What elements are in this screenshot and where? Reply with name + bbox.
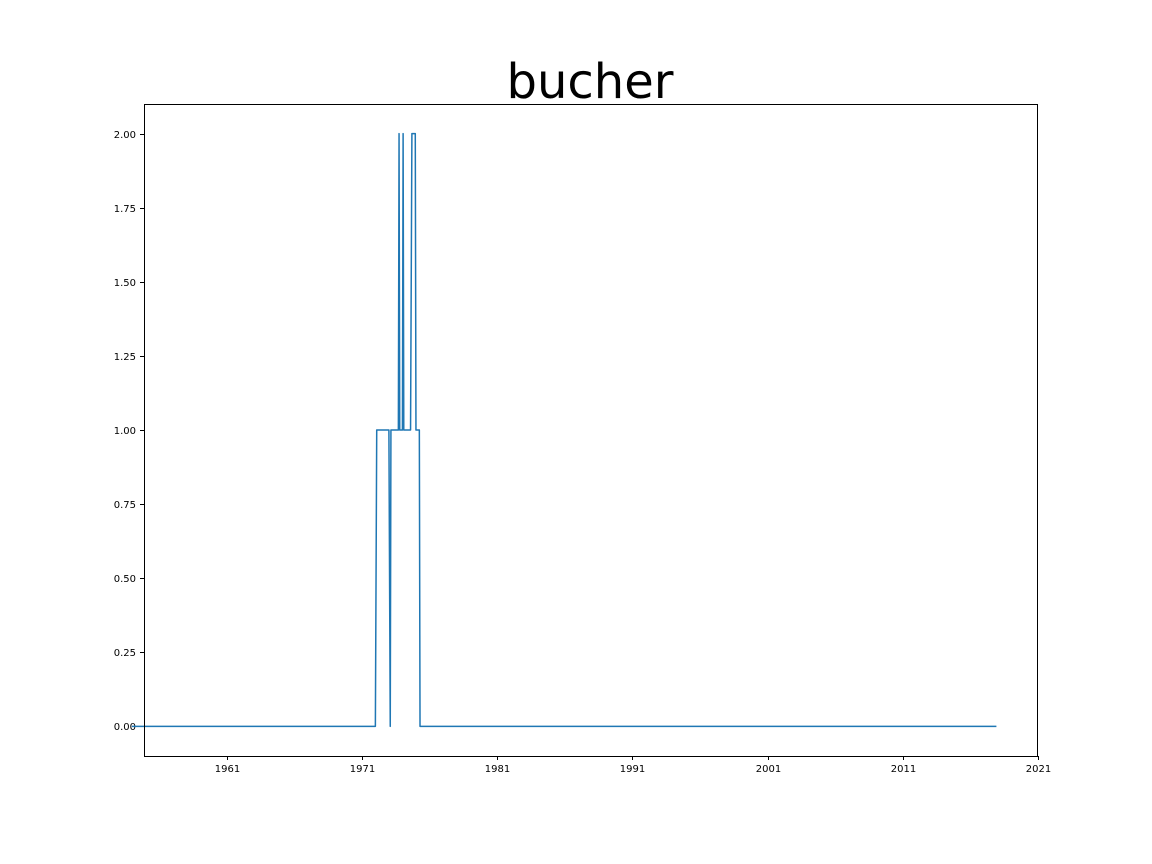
plot-frame bbox=[144, 104, 1038, 757]
y-tick-label: 0.25 bbox=[114, 648, 136, 659]
y-tick-label: 1.00 bbox=[114, 426, 136, 437]
y-tick-label: 2.00 bbox=[114, 130, 136, 141]
series-line bbox=[131, 132, 997, 728]
axes: 1961 1971 1981 1991 2001 2011 2021 0.00 0.25 0.50… bbox=[114, 130, 1051, 775]
x-tick-label: 2011 bbox=[891, 764, 916, 775]
y-tick-label: 0.00 bbox=[114, 722, 136, 733]
x-tick-label: 2001 bbox=[756, 764, 781, 775]
y-tick-label: 1.25 bbox=[114, 352, 136, 363]
x-tick-label: 2021 bbox=[1026, 764, 1051, 775]
y-tick-label: 0.50 bbox=[114, 574, 136, 585]
y-tick-label: 0.75 bbox=[114, 500, 136, 511]
x-tick-label: 1971 bbox=[350, 764, 375, 775]
chart-title: bucher bbox=[507, 54, 674, 110]
x-tick-label: 1981 bbox=[485, 764, 510, 775]
x-tick-label: 1961 bbox=[215, 764, 240, 775]
y-tick-label: 1.50 bbox=[114, 278, 136, 289]
series-layer bbox=[131, 132, 997, 728]
x-tick-label: 1991 bbox=[620, 764, 645, 775]
y-tick-label: 1.75 bbox=[114, 204, 136, 215]
